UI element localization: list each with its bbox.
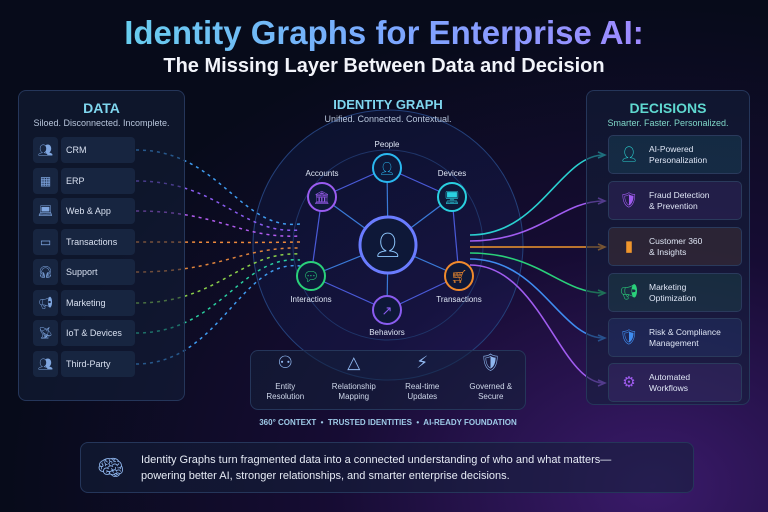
decision-line-1: Customer 360 — [649, 235, 703, 246]
partners-icon: 👥︎ — [33, 351, 58, 377]
person-icon: 👤︎ — [373, 232, 403, 259]
decisions-panel: DECISIONS Smarter. Faster. Personalized. — [586, 90, 750, 405]
data-flow-line — [135, 247, 301, 273]
decision-line-1: Risk & Compliance — [649, 326, 721, 337]
decision-line-2: & Prevention — [649, 200, 698, 211]
decision-card[interactable]: 🛡︎ Fraud Detection & Prevention — [608, 181, 742, 220]
trend-icon: ↗ — [382, 303, 393, 318]
megaphone-icon: 📢︎ — [619, 284, 639, 301]
decisions-tagline: Smarter. Faster. Personalized. — [607, 118, 729, 128]
decisions-heading: DECISIONS — [629, 100, 707, 116]
building-icon: ▦ — [33, 168, 58, 194]
person-icon: 👤︎ — [619, 146, 639, 163]
decision-line-2: & Insights — [649, 246, 687, 257]
data-source-label: Web & App — [61, 198, 135, 224]
feature-item: 🛡︎ Governed & Secure — [458, 353, 524, 402]
decision-line-1: AI-Powered — [649, 143, 694, 154]
entity-resolution-icon: ⚇ — [277, 353, 293, 372]
data-source-label: Support — [61, 259, 135, 285]
data-source-label: IoT & Devices — [61, 320, 135, 346]
data-source-item[interactable]: ▦ ERP — [33, 168, 135, 194]
decision-line-2: Optimization — [649, 292, 697, 303]
decision-line-2: Management — [649, 337, 699, 348]
decision-card[interactable]: ▮ Customer 360 & Insights — [608, 227, 742, 266]
gear-icon: ⚙ — [622, 374, 636, 391]
graph-node-label: Behaviors — [369, 328, 405, 337]
graph-node — [372, 153, 402, 183]
decision-line-1: Marketing — [649, 281, 687, 292]
decision-line-1: Automated — [649, 371, 691, 382]
graph-node — [307, 182, 337, 212]
footer-box: 🧠︎ Identity Graphs turn fragmented data … — [80, 442, 694, 493]
graph-node — [296, 261, 326, 291]
decision-card[interactable]: 👤︎ AI-Powered Personalization — [608, 135, 742, 174]
feature-label: Real-time Updates — [405, 382, 440, 401]
feature-item: ⚡︎ Real-time Updates — [389, 353, 455, 402]
graph-node-label: Interactions — [290, 295, 332, 304]
features-box: ⚇ Entity Resolution △ Relationship Mapping ⚡… — [250, 350, 526, 410]
feature-item: ⚇ Entity Resolution — [252, 353, 318, 402]
graph-tagline: Unified. Connected. Contextual. — [324, 114, 452, 124]
central-identity-hub — [358, 215, 418, 275]
shield-check-icon: 🛡︎ — [619, 192, 639, 209]
data-source-label: Third-Party — [61, 351, 135, 377]
data-source-label: ERP — [61, 168, 135, 194]
decision-line-1: Fraud Detection — [649, 189, 710, 200]
footer-line-2: powering better AI, stronger relationshi… — [141, 469, 510, 482]
graph-header: IDENTITY GRAPH Unified. Connected. Conte… — [288, 97, 488, 124]
feature-label: Governed & Secure — [469, 382, 513, 401]
graph-heading: IDENTITY GRAPH — [333, 97, 443, 112]
headset-icon: 🎧︎ — [33, 259, 58, 285]
data-source-label: CRM — [61, 137, 135, 163]
brain-icon: 🧠︎ — [97, 454, 125, 480]
graph-node-label: Accounts — [305, 169, 339, 178]
data-source-item[interactable]: 💻︎ Web & App — [33, 198, 135, 224]
antenna-icon: 📡︎ — [33, 320, 58, 346]
person-icon: 👤︎ — [379, 161, 396, 176]
users-icon: 👥︎ — [33, 137, 58, 163]
main-title: Identity Graphs for Enterprise AI: — [0, 14, 768, 52]
graph-node-label: People — [374, 140, 400, 149]
decision-card[interactable]: 🛡︎ Risk & Compliance Management — [608, 318, 742, 357]
data-flow-line — [135, 210, 301, 237]
laptop-icon: 💻︎ — [33, 198, 58, 224]
data-source-item[interactable]: 👥︎ CRM — [33, 137, 135, 163]
feature-item: △ Relationship Mapping — [321, 353, 387, 402]
graph-node — [437, 182, 467, 212]
graph-ring — [292, 149, 484, 341]
decision-line-2: Workflows — [649, 382, 689, 393]
graph-node — [444, 261, 474, 291]
bar-chart-icon: ▮ — [624, 238, 634, 255]
bank-icon: 🏛︎ — [314, 190, 331, 205]
data-source-item[interactable]: ▭ Transactions — [33, 229, 135, 255]
data-tagline: Siloed. Disconnected. Incomplete. — [33, 118, 170, 128]
data-source-item[interactable]: 📡︎ IoT & Devices — [33, 320, 135, 346]
shield-check-icon: 🛡︎ — [619, 329, 639, 346]
data-source-item[interactable]: 👥︎ Third-Party — [33, 351, 135, 377]
data-heading: DATA — [83, 100, 120, 116]
megaphone-icon: 📢︎ — [33, 290, 58, 316]
graph-node-label: Transactions — [436, 295, 482, 304]
data-source-item[interactable]: 🎧︎ Support — [33, 259, 135, 285]
subtitle: The Missing Layer Between Data and Decis… — [163, 55, 605, 77]
feature-label: Entity Resolution — [266, 382, 305, 401]
chat-icon: 💬︎ — [303, 269, 320, 284]
feature-label: Relationship Mapping — [331, 382, 376, 401]
shield-check-icon: 🛡︎ — [479, 353, 502, 372]
footer-line-1: Identity Graphs turn fragmented data int… — [141, 453, 612, 466]
lightning-icon: ⚡︎ — [416, 353, 429, 372]
cart-icon: 🛒︎ — [451, 269, 468, 284]
credit-card-icon: ▭ — [33, 229, 58, 255]
decision-line-2: Personalization — [649, 154, 708, 165]
data-source-label: Transactions — [61, 229, 135, 255]
decision-card[interactable]: 📢︎ Marketing Optimization — [608, 273, 742, 312]
graph-node-label: Devices — [437, 169, 467, 178]
graph-node — [372, 295, 402, 325]
data-source-item[interactable]: 📢︎ Marketing — [33, 290, 135, 316]
data-source-label: Marketing — [61, 290, 135, 316]
network-icon: △ — [347, 353, 361, 372]
graph-bottom-tagline: 360° CONTEXT • TRUSTED IDENTITIES • AI-R… — [259, 418, 517, 427]
decision-card[interactable]: ⚙ Automated Workflows — [608, 363, 742, 402]
monitor-icon: 🖥︎ — [444, 190, 461, 205]
